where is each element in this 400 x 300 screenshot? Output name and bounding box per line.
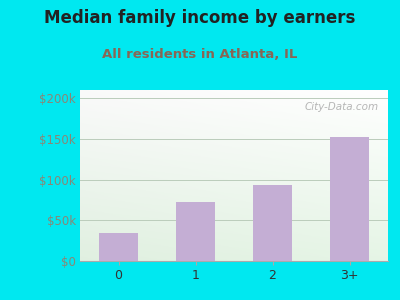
Text: City-Data.com: City-Data.com: [305, 102, 379, 112]
Bar: [253, 185, 292, 261]
Bar: [176, 202, 215, 261]
Text: All residents in Atlanta, IL: All residents in Atlanta, IL: [102, 48, 298, 61]
Bar: [99, 232, 138, 261]
Text: Median family income by earners: Median family income by earners: [44, 9, 356, 27]
Bar: [330, 137, 369, 261]
